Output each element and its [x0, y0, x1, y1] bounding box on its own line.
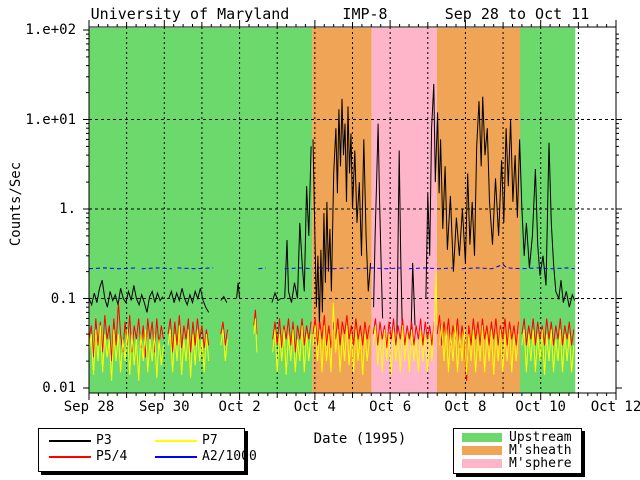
region-legend: Upstream M'sheath M'sphere — [453, 428, 582, 474]
series-p3 — [396, 150, 403, 335]
legend-swatch-msphere — [462, 459, 502, 468]
series-p54 — [436, 315, 519, 381]
x-tick-label: Oct 2 — [218, 399, 261, 415]
region-band-msheath — [312, 28, 372, 393]
series-p7 — [439, 325, 519, 375]
legend-label-upstream: Upstream — [509, 430, 572, 445]
series-p54 — [521, 318, 575, 346]
series-a21000 — [408, 267, 455, 270]
chart-title-mission: IMP-8 — [342, 5, 388, 23]
series-p3 — [312, 98, 372, 326]
x-tick-label: Oct 12 — [590, 399, 640, 415]
series-p7 — [89, 325, 164, 381]
series-a21000 — [89, 267, 137, 270]
legend-label-a21000: A2/1000 — [202, 449, 257, 464]
series-a21000 — [356, 267, 402, 270]
series-p7 — [272, 325, 312, 375]
series-p7 — [521, 329, 575, 375]
series-p3 — [220, 295, 228, 303]
series-p3 — [89, 280, 164, 313]
series-p3 — [168, 288, 210, 313]
chart-title-institution: University of Maryland — [90, 5, 290, 23]
series-legend: P3 P5/4 P7 A2/1000 — [38, 428, 257, 472]
x-tick-label: Sep 28 — [63, 399, 115, 415]
legend-line-a21000 — [155, 456, 197, 458]
series-a21000 — [461, 263, 575, 270]
series-p54 — [253, 309, 258, 335]
y-tick-label: 1.e+02 — [25, 22, 76, 38]
series-p54 — [372, 318, 435, 349]
x-tick-label: Oct 10 — [515, 399, 566, 415]
series-p7 — [220, 329, 228, 362]
series-p3 — [410, 262, 416, 346]
series-p54 — [89, 302, 164, 362]
series-p3 — [425, 83, 576, 308]
y-tick-label: 0.1 — [50, 290, 76, 307]
y-tick-label: 1. — [59, 201, 76, 217]
series-p54 — [312, 315, 370, 349]
legend-swatch-upstream — [462, 433, 502, 442]
series-p54 — [220, 321, 228, 346]
series-p54 — [167, 315, 210, 353]
region-band-msphere — [371, 28, 437, 393]
series-p7 — [253, 318, 258, 353]
series-p3 — [284, 146, 312, 303]
series-a21000 — [177, 267, 214, 270]
legend-label-p7: P7 — [202, 433, 218, 448]
series-p54 — [272, 318, 312, 353]
series-a21000 — [284, 267, 314, 270]
x-tick-label: Oct 8 — [444, 399, 487, 415]
region-band-upstream — [89, 28, 313, 393]
legend-label-msphere: M'sphere — [509, 456, 572, 471]
series-p7 — [372, 271, 438, 375]
legend-line-p3 — [49, 440, 91, 442]
legend-line-p54 — [49, 456, 91, 458]
y-tick-label: 0.01 — [42, 380, 76, 396]
legend-label-p54: P5/4 — [96, 449, 128, 464]
x-tick-label: Oct 6 — [369, 399, 412, 415]
y-tick-label: 1.e+01 — [25, 111, 76, 128]
series-p7 — [312, 302, 370, 375]
chart-title-daterange: Sep 28 to Oct 11 — [444, 5, 590, 23]
x-tick-label: Sep 30 — [138, 399, 190, 415]
series-p3 — [271, 291, 282, 303]
legend-swatch-msheath — [462, 446, 502, 455]
series-p3 — [373, 123, 384, 319]
series-p3 — [236, 282, 241, 299]
x-tick-label: Oct 4 — [293, 399, 336, 415]
series-p7 — [167, 325, 210, 378]
series-a21000 — [318, 267, 349, 270]
y-axis-title: Counts/Sec — [8, 161, 24, 247]
legend-label-msheath: M'sheath — [509, 443, 572, 458]
x-axis-title: Date (1995) — [313, 431, 407, 447]
legend-line-p7 — [155, 440, 197, 442]
legend-label-p3: P3 — [96, 433, 112, 448]
series-a21000 — [258, 267, 266, 270]
series-a21000 — [141, 267, 172, 270]
